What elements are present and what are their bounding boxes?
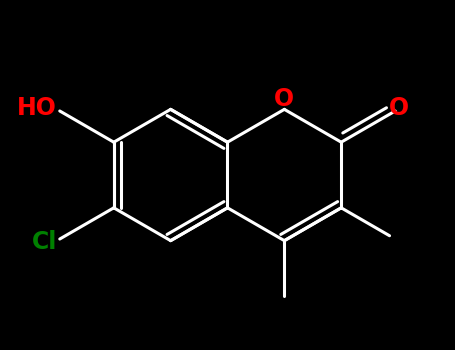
- Text: HO: HO: [17, 96, 57, 120]
- Text: O: O: [274, 86, 294, 111]
- Text: Cl: Cl: [31, 230, 57, 254]
- Text: O: O: [389, 96, 409, 120]
